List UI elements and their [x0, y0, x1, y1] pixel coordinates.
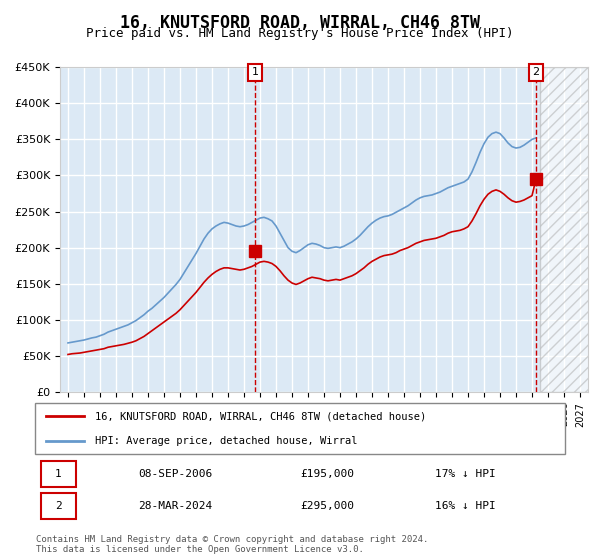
Text: £195,000: £195,000 [300, 469, 354, 479]
Text: £295,000: £295,000 [300, 501, 354, 511]
Text: 28-MAR-2024: 28-MAR-2024 [138, 501, 212, 511]
Text: 2: 2 [55, 501, 61, 511]
Text: 08-SEP-2006: 08-SEP-2006 [138, 469, 212, 479]
Text: Price paid vs. HM Land Registry's House Price Index (HPI): Price paid vs. HM Land Registry's House … [86, 27, 514, 40]
FancyBboxPatch shape [35, 403, 565, 454]
FancyBboxPatch shape [41, 493, 76, 519]
Bar [540, 67, 596, 392]
Text: 1: 1 [55, 469, 61, 479]
Text: 16% ↓ HPI: 16% ↓ HPI [435, 501, 496, 511]
Bar [540, 67, 596, 392]
Text: 17% ↓ HPI: 17% ↓ HPI [435, 469, 496, 479]
Text: 2: 2 [532, 67, 539, 77]
Text: 1: 1 [251, 67, 259, 77]
Text: 16, KNUTSFORD ROAD, WIRRAL, CH46 8TW: 16, KNUTSFORD ROAD, WIRRAL, CH46 8TW [120, 14, 480, 32]
Text: Contains HM Land Registry data © Crown copyright and database right 2024.
This d: Contains HM Land Registry data © Crown c… [36, 535, 428, 554]
FancyBboxPatch shape [41, 461, 76, 487]
Text: HPI: Average price, detached house, Wirral: HPI: Average price, detached house, Wirr… [95, 436, 358, 446]
Text: 16, KNUTSFORD ROAD, WIRRAL, CH46 8TW (detached house): 16, KNUTSFORD ROAD, WIRRAL, CH46 8TW (de… [95, 411, 426, 421]
